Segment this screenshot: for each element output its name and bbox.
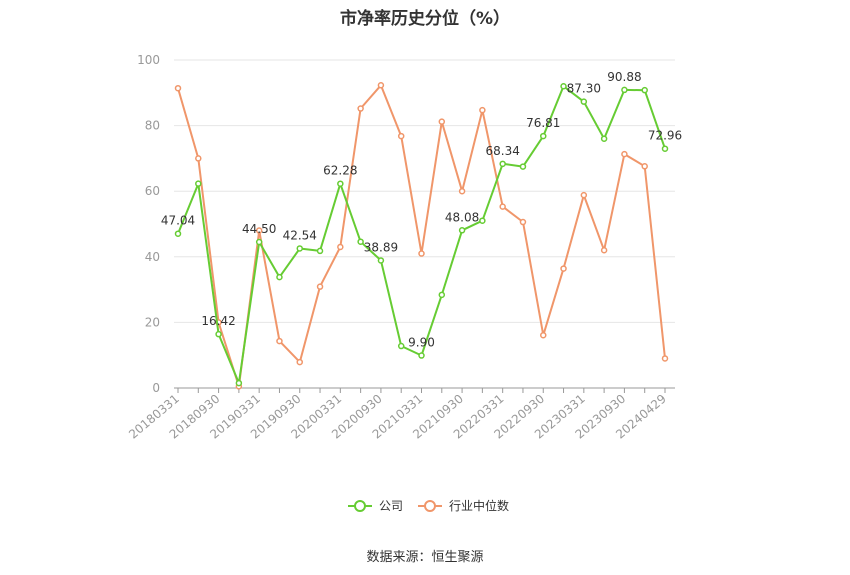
legend[interactable]: 公司 行业中位数: [348, 498, 509, 513]
legend-label: 公司: [379, 499, 403, 513]
data-point: [276, 337, 283, 345]
legend-item[interactable]: 行业中位数: [418, 498, 509, 513]
y-tick-label: 100: [137, 53, 160, 67]
data-point: [195, 180, 202, 187]
data-point: [641, 86, 648, 94]
data-point: [560, 265, 567, 272]
data-point: [397, 132, 405, 140]
data-point: [458, 187, 466, 195]
data-point: [661, 145, 669, 152]
data-label: 72.96: [648, 129, 682, 143]
data-point: [316, 247, 324, 255]
data-point: [580, 191, 588, 199]
data-label: 48.08: [445, 210, 479, 224]
data-point: [316, 283, 324, 290]
grid: [174, 59, 675, 323]
legend-item[interactable]: 公司: [348, 499, 403, 513]
data-point: [377, 82, 385, 89]
data-label: 62.28: [323, 164, 357, 178]
data-point: [499, 203, 506, 210]
data-point: [621, 86, 628, 94]
data-point: [479, 217, 486, 224]
data-label: 90.88: [607, 70, 641, 84]
y-tick-label: 40: [145, 250, 160, 264]
data-point: [174, 230, 182, 237]
data-point: [519, 163, 527, 170]
data-point: [438, 291, 446, 299]
data-point: [357, 238, 364, 245]
data-label: 44.50: [242, 222, 276, 236]
data-point: [174, 84, 182, 92]
legend-label: 行业中位数: [449, 498, 509, 513]
data-point: [235, 379, 243, 387]
data-point: [255, 238, 263, 246]
data-label: 9.90: [408, 336, 435, 350]
data-point: [560, 82, 567, 90]
x-axis: 2018033120180930201903312019093020200331…: [126, 387, 675, 442]
series-group: [174, 82, 669, 390]
data-label: 16.42: [201, 314, 235, 328]
data-label: 38.89: [364, 240, 398, 254]
data-point: [479, 106, 486, 114]
y-tick-label: 60: [145, 184, 160, 198]
data-label: 68.34: [485, 144, 519, 158]
data-point: [600, 135, 608, 142]
data-point: [337, 180, 344, 187]
data-point: [540, 331, 547, 339]
legend-marker: [354, 500, 366, 512]
data-label: 47.04: [161, 214, 195, 228]
data-point: [215, 330, 222, 338]
data-point: [540, 132, 547, 140]
data-point: [600, 246, 608, 254]
legend-marker: [424, 500, 436, 512]
data-labels: 47.04 16.42 44.50 42.54 62.28 38.89 9.90 48.08 6…: [161, 70, 682, 350]
y-axis: 0 20 40 60 80 100: [137, 53, 160, 395]
data-point: [276, 273, 283, 281]
data-point: [377, 257, 385, 264]
data-point: [641, 163, 648, 170]
data-point: [519, 218, 527, 226]
y-tick-label: 0: [152, 381, 160, 395]
data-point: [296, 358, 303, 366]
chart-title: 市净率历史分位（%）: [339, 9, 511, 29]
data-point: [499, 160, 506, 168]
data-point: [418, 250, 425, 257]
y-tick-label: 80: [145, 119, 160, 133]
y-tick-label: 20: [145, 315, 160, 329]
data-point: [418, 352, 425, 359]
data-point: [195, 155, 202, 162]
data-label: 42.54: [283, 228, 317, 242]
data-point: [255, 227, 263, 234]
data-point: [621, 150, 628, 158]
data-point: [397, 342, 405, 350]
data-point: [580, 98, 588, 105]
data-point: [438, 118, 446, 125]
data-point: [296, 245, 303, 252]
data-point: [458, 227, 466, 234]
data-point: [357, 105, 364, 112]
data-label: 76.81: [526, 116, 560, 130]
data-label: 87.30: [567, 82, 601, 96]
data-point: [661, 355, 669, 362]
data-source: 数据来源：恒生聚源: [366, 550, 484, 565]
data-point: [337, 243, 344, 251]
